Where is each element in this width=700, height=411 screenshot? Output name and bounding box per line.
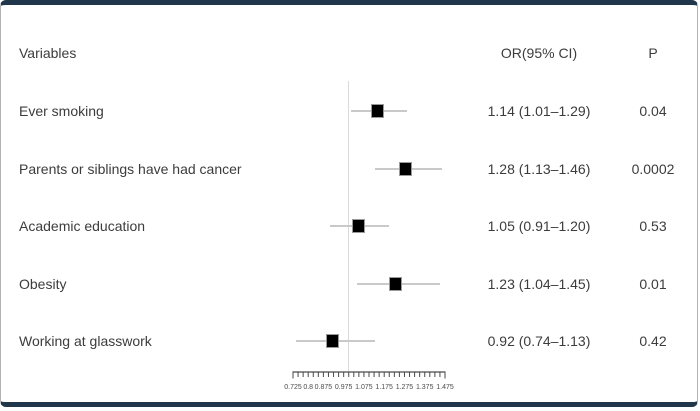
or-marker	[398, 161, 412, 176]
x-axis-tick-label: 0.875	[315, 384, 333, 391]
column-header-or-ci: OR(95% CI)	[500, 45, 578, 61]
p-value: 0.0002	[631, 160, 675, 177]
column-header-variables: Variables	[19, 45, 77, 61]
x-axis-tick-label: 0.8	[303, 384, 313, 391]
p-value: 0.53	[639, 218, 667, 234]
x-axis-tick-label: 0.975	[335, 384, 353, 391]
or-ci-value: 1.14 (1.01–1.29)	[487, 103, 591, 119]
or-ci-value: 1.28 (1.13–1.46)	[487, 160, 591, 177]
row-label: Ever smoking	[19, 103, 104, 119]
row-label: Obesity	[19, 275, 67, 292]
x-axis: 0.725 0.8 0.875 0.975 1.075 1.175 1.275 1.375 1.…	[284, 371, 454, 391]
x-axis-tick-label: 1.175	[375, 384, 393, 391]
p-value: 0.01	[639, 275, 667, 292]
or-marker	[326, 334, 340, 348]
or-marker	[352, 219, 366, 233]
or-ci-value: 0.92 (0.74–1.13)	[487, 333, 591, 349]
x-axis-tick-label: 0.725	[284, 384, 302, 391]
p-value: 0.04	[639, 103, 667, 119]
p-value: 0.42	[639, 333, 667, 349]
or-ci-value: 1.05 (0.91–1.20)	[487, 218, 591, 234]
x-axis-tick-label: 1.475	[436, 384, 454, 391]
or-marker	[388, 276, 402, 291]
x-axis-tick-label: 1.275	[396, 384, 414, 391]
row-label: Working at glasswork	[19, 333, 152, 349]
column-header-p: P	[648, 45, 658, 61]
or-marker	[370, 104, 384, 118]
row-label: Academic education	[19, 218, 146, 234]
row-label: Parents or siblings have had cancer	[19, 160, 242, 177]
x-axis-tick-label: 1.075	[355, 384, 373, 391]
x-axis-tick-label: 1.375	[416, 384, 434, 391]
or-ci-value: 1.23 (1.04–1.45)	[487, 275, 591, 292]
